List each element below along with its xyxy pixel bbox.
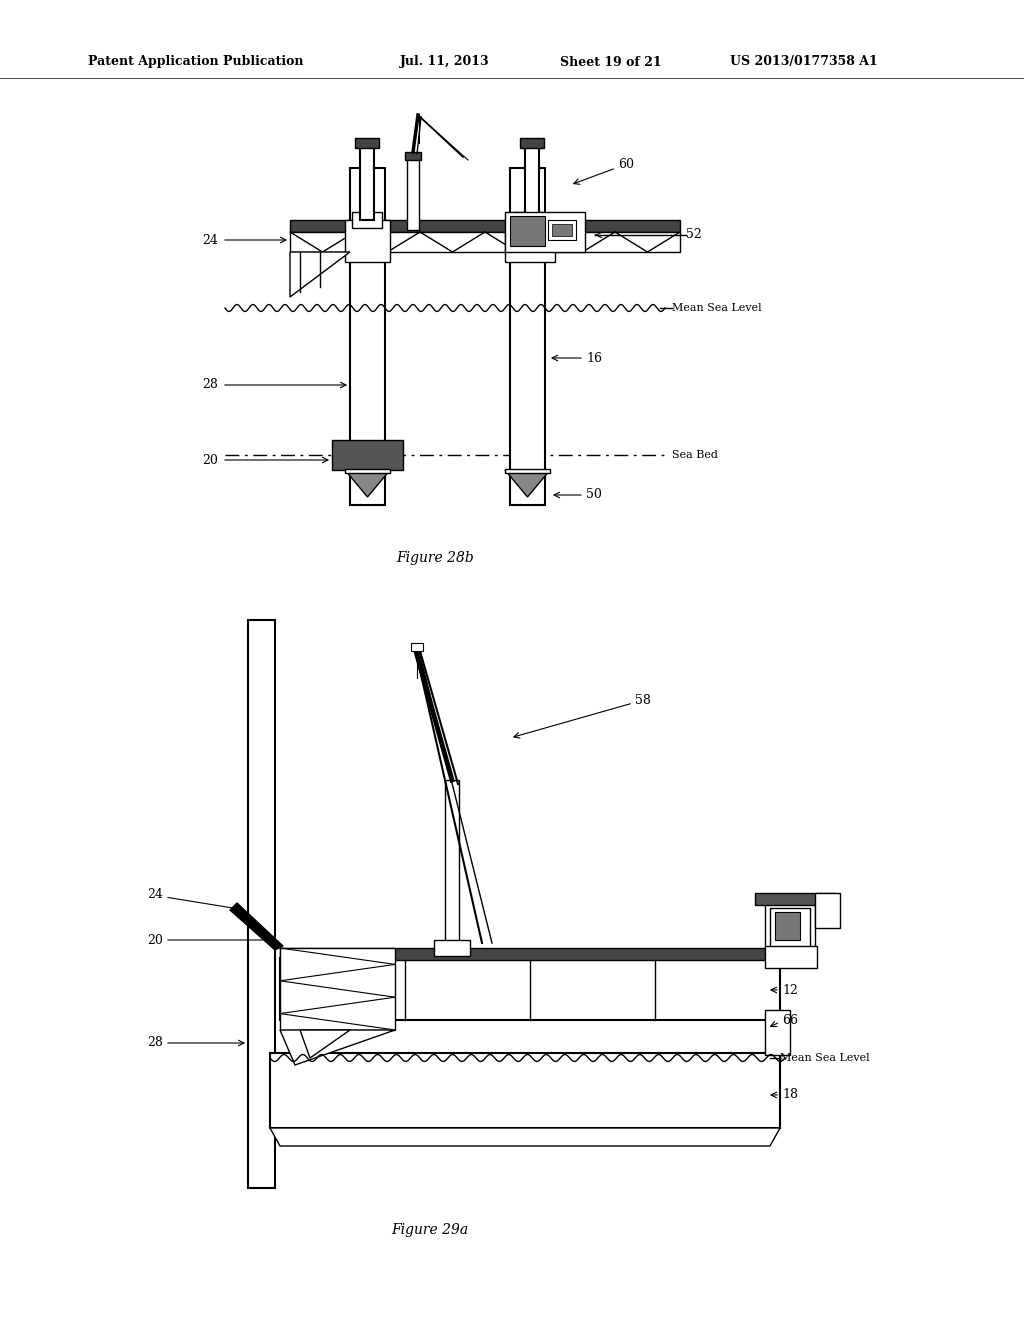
Bar xyxy=(505,213,585,252)
Text: Sea Bed: Sea Bed xyxy=(672,450,718,459)
Text: 18: 18 xyxy=(782,1089,798,1101)
Bar xyxy=(755,894,835,906)
Text: 24: 24 xyxy=(147,888,163,902)
Bar xyxy=(360,140,374,220)
Bar xyxy=(345,469,390,473)
Bar xyxy=(345,220,390,261)
Bar xyxy=(406,152,421,160)
Text: 50: 50 xyxy=(586,488,602,502)
Polygon shape xyxy=(300,1030,350,1059)
Bar xyxy=(525,140,539,220)
Text: Mean Sea Level: Mean Sea Level xyxy=(780,1053,869,1063)
Text: Sheet 19 of 21: Sheet 19 of 21 xyxy=(560,55,662,69)
Polygon shape xyxy=(270,1129,780,1146)
Text: 52: 52 xyxy=(686,228,701,242)
Bar xyxy=(513,213,543,228)
Bar xyxy=(407,154,419,230)
Text: Jul. 11, 2013: Jul. 11, 2013 xyxy=(400,55,489,69)
Text: Mean Sea Level: Mean Sea Level xyxy=(672,304,762,313)
Bar xyxy=(552,224,572,236)
Bar xyxy=(248,620,275,1188)
Bar xyxy=(350,168,385,506)
Bar xyxy=(510,168,545,506)
Text: Figure 28b: Figure 28b xyxy=(396,550,474,565)
Text: 66: 66 xyxy=(782,1014,798,1027)
Text: US 2013/0177358 A1: US 2013/0177358 A1 xyxy=(730,55,878,69)
Bar xyxy=(290,220,680,232)
Bar xyxy=(520,139,544,148)
Bar xyxy=(434,940,470,956)
Bar xyxy=(332,440,403,470)
Text: 60: 60 xyxy=(618,158,634,172)
Text: 24: 24 xyxy=(202,234,218,247)
Polygon shape xyxy=(505,470,550,498)
Bar xyxy=(505,469,550,473)
Polygon shape xyxy=(230,903,283,950)
Bar xyxy=(765,1010,790,1055)
Bar xyxy=(280,948,395,1030)
Bar xyxy=(765,946,817,968)
Bar xyxy=(352,213,382,228)
Bar xyxy=(445,780,459,948)
Text: 28: 28 xyxy=(147,1036,163,1049)
Bar xyxy=(765,903,815,958)
Text: 58: 58 xyxy=(635,693,651,706)
Text: 16: 16 xyxy=(586,351,602,364)
Text: Figure 29a: Figure 29a xyxy=(391,1224,469,1237)
Text: Patent Application Publication: Patent Application Publication xyxy=(88,55,303,69)
Bar xyxy=(548,220,575,240)
Polygon shape xyxy=(280,1030,395,1065)
Polygon shape xyxy=(290,252,350,297)
Bar xyxy=(280,948,780,960)
Bar xyxy=(280,958,780,1020)
Bar xyxy=(770,908,810,948)
Bar xyxy=(510,216,545,246)
Text: 28: 28 xyxy=(202,379,218,392)
Bar xyxy=(290,232,680,252)
Bar xyxy=(775,912,800,940)
Bar xyxy=(270,1053,780,1129)
Bar xyxy=(505,220,555,261)
Polygon shape xyxy=(345,470,390,498)
Bar xyxy=(815,894,840,928)
Text: 20: 20 xyxy=(202,454,218,466)
Bar xyxy=(355,139,379,148)
Text: 12: 12 xyxy=(782,983,798,997)
Bar xyxy=(411,643,423,651)
Text: 20: 20 xyxy=(147,933,163,946)
